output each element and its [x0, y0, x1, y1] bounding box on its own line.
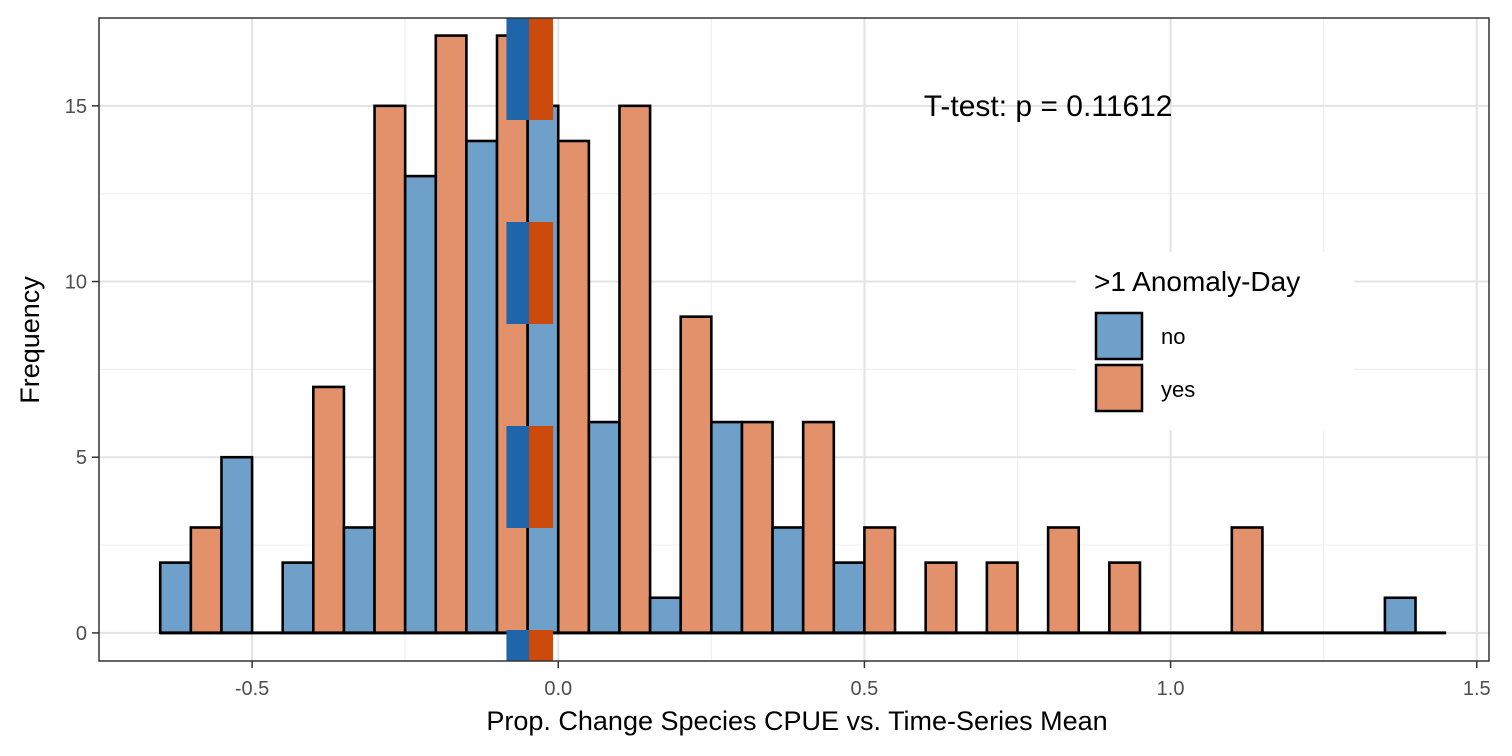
legend-title: >1 Anomaly-Day [1094, 266, 1300, 297]
legend-label-yes: yes [1161, 377, 1195, 402]
histogram-bars [158, 34, 1447, 635]
bar-no [403, 174, 438, 635]
bar-yes [373, 104, 407, 635]
bar-no [1383, 596, 1417, 635]
bar-no [281, 561, 315, 635]
legend-key-yes [1094, 363, 1144, 413]
bar-yes [740, 420, 774, 635]
panel-border [98, 17, 1490, 662]
bar-yes [556, 139, 591, 635]
y-tick-label: 10 [65, 272, 87, 294]
bar-no [710, 420, 744, 635]
y-tick-label: 15 [65, 96, 87, 118]
bar-no [832, 561, 866, 635]
y-tick-label: 0 [76, 623, 87, 645]
bar-yes [618, 104, 652, 635]
bar-yes [495, 34, 529, 635]
bar-yes [1046, 526, 1081, 635]
bar-no [526, 104, 560, 635]
bar-no [158, 561, 193, 635]
bar-yes [985, 561, 1019, 635]
bar-yes [924, 561, 958, 635]
axes: -0.5 0.0 0.5 1.0 1.5 0 5 10 15 [65, 96, 1491, 700]
bar-yes [863, 526, 897, 635]
x-tick-label: 0.5 [851, 678, 879, 700]
bar-no [648, 596, 683, 635]
y-axis-title: Frequency [15, 276, 45, 404]
bar-yes [312, 385, 346, 635]
x-tick-label: 1.0 [1157, 678, 1185, 700]
bar-no [465, 139, 499, 635]
bar-yes [801, 420, 836, 635]
bar-yes [1108, 561, 1142, 635]
bar-no [342, 526, 376, 635]
t-test-annotation: T-test: p = 0.11612 [924, 90, 1173, 123]
bar-no [587, 420, 621, 635]
x-tick-label: 1.5 [1463, 678, 1491, 700]
legend: >1 Anomaly-Day no yes [1076, 252, 1354, 430]
bar-yes [1230, 526, 1264, 635]
x-tick-label: 0.0 [544, 678, 572, 700]
bar-yes [189, 526, 223, 635]
bar-yes [434, 34, 468, 635]
legend-label-no: no [1161, 324, 1185, 349]
x-tick-label: -0.5 [235, 678, 269, 700]
bar-no [220, 455, 254, 635]
x-axis-title: Prop. Change Species CPUE vs. Time-Serie… [486, 706, 1107, 736]
legend-key-no [1094, 311, 1144, 361]
y-tick-label: 5 [76, 447, 87, 469]
bar-no [771, 526, 805, 635]
bar-yes [679, 315, 713, 635]
